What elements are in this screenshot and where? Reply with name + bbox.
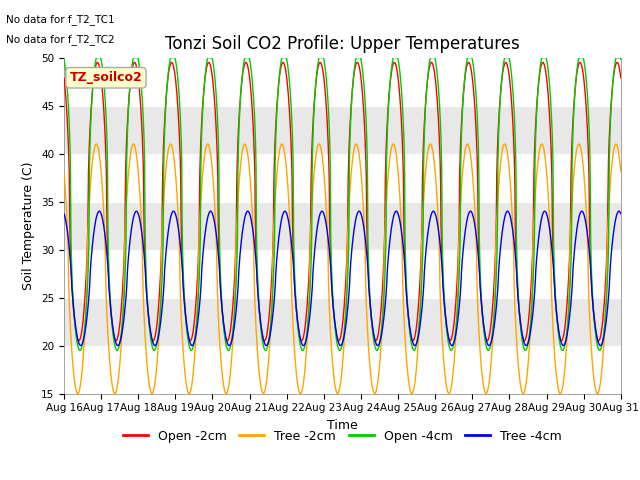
Text: No data for f_T2_TC1: No data for f_T2_TC1: [6, 14, 115, 25]
Text: No data for f_T2_TC2: No data for f_T2_TC2: [6, 34, 115, 45]
Bar: [64, 298, 621, 346]
X-axis label: Time: Time: [327, 419, 358, 432]
Y-axis label: Soil Temperature (C): Soil Temperature (C): [22, 161, 35, 290]
Text: TZ_soilco2: TZ_soilco2: [70, 71, 142, 84]
Title: Tonzi Soil CO2 Profile: Upper Temperatures: Tonzi Soil CO2 Profile: Upper Temperatur…: [165, 35, 520, 53]
Legend: Open -2cm, Tree -2cm, Open -4cm, Tree -4cm: Open -2cm, Tree -2cm, Open -4cm, Tree -4…: [118, 425, 567, 448]
Bar: [64, 202, 621, 250]
Bar: [64, 106, 621, 154]
